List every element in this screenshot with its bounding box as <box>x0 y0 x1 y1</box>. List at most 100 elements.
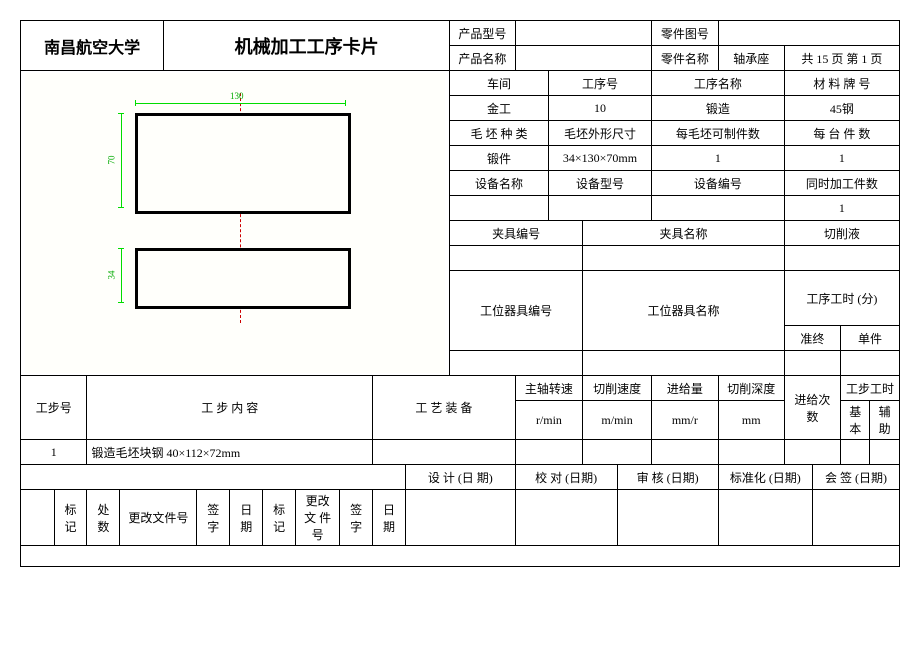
parts-per-unit: 1 <box>784 146 899 171</box>
dim-top-text: 130 <box>230 91 244 101</box>
parts-per-blank-label: 每毛坯可制件数 <box>651 121 784 146</box>
dim-left2-line <box>121 248 122 303</box>
unit-label: 单件 <box>841 326 900 351</box>
cut-speed-unit: m/min <box>583 401 652 440</box>
sign3-label: 签字 <box>340 490 373 546</box>
mark2-label: 标记 <box>263 490 296 546</box>
blank-dim-label: 毛坯外形尺寸 <box>549 121 652 146</box>
part-name: 轴承座 <box>718 46 784 71</box>
station-tool-name <box>583 351 785 376</box>
part-drawing <box>718 21 899 46</box>
depth-unit: mm <box>718 401 784 440</box>
part-name-label: 零件名称 <box>651 46 718 71</box>
sign-val <box>812 490 899 546</box>
depth-label: 切削深度 <box>718 376 784 401</box>
step-no-label: 工步号 <box>21 376 87 440</box>
dim-top-line <box>135 103 345 104</box>
step-row-basic <box>841 440 870 465</box>
std-val <box>718 490 812 546</box>
prep-label: 准终 <box>784 326 840 351</box>
unit-time <box>841 351 900 376</box>
tooling-label: 工 艺 装 备 <box>373 376 516 440</box>
spindle-label: 主轴转速 <box>515 376 583 401</box>
feed-label: 进给量 <box>651 376 718 401</box>
dim-left1-line <box>121 113 122 208</box>
dim-left1-text: 70 <box>107 156 117 165</box>
change-doc2-label: 更改文 件号 <box>296 490 340 546</box>
process-no: 10 <box>549 96 652 121</box>
date2-label: 日期 <box>373 490 406 546</box>
technical-drawing: 130 70 34 <box>25 73 445 373</box>
design-label: 设 计 (日 期) <box>406 465 516 490</box>
university: 南昌航空大学 <box>21 21 164 71</box>
product-model-label: 产品型号 <box>450 21 516 46</box>
rect-bottom <box>135 248 351 309</box>
process-no-label: 工序号 <box>549 71 652 96</box>
change-doc-label: 更改文件号 <box>120 490 197 546</box>
footer-blank <box>21 465 406 490</box>
step-time-label: 工步工时 <box>841 376 900 401</box>
step-row-content: 锻造毛坯块钢 40×112×72mm <box>87 440 373 465</box>
step-row-tooling <box>373 440 516 465</box>
step-row-cutspeed <box>583 440 652 465</box>
station-tool-name-label: 工位器具名称 <box>583 271 785 351</box>
equip-name <box>450 196 549 221</box>
date-label: 日期 <box>230 490 263 546</box>
step-row-feedcount <box>784 440 840 465</box>
part-drawing-label: 零件图号 <box>651 21 718 46</box>
material-label: 材 料 牌 号 <box>784 71 899 96</box>
blank-cell <box>21 490 55 546</box>
fixture-no-label: 夹具编号 <box>450 221 583 246</box>
step-row-spindle <box>515 440 583 465</box>
equip-no <box>651 196 784 221</box>
equip-no-label: 设备编号 <box>651 171 784 196</box>
sign-label: 会 签 (日期) <box>812 465 899 490</box>
review-label: 审 核 (日期) <box>617 465 718 490</box>
blank-dim: 34×130×70mm <box>549 146 652 171</box>
parts-per-unit-label: 每 台 件 数 <box>784 121 899 146</box>
material: 45钢 <box>784 96 899 121</box>
basic-label: 基本 <box>841 401 870 440</box>
rect-top <box>135 113 351 214</box>
dim-left2-text: 34 <box>107 271 117 280</box>
process-card-sheet: 南昌航空大学 机械加工工序卡片 产品型号 零件图号 产品名称 零件名称 轴承座 … <box>20 20 900 567</box>
step-row-depth <box>718 440 784 465</box>
workshop: 金工 <box>450 96 549 121</box>
process-time-label: 工序工时 (分) <box>784 271 899 326</box>
fixture-name <box>583 246 785 271</box>
sign2-label: 签字 <box>197 490 230 546</box>
blank-type-label: 毛 坯 种 类 <box>450 121 549 146</box>
feed-unit: mm/r <box>651 401 718 440</box>
mark-label: 标记 <box>54 490 87 546</box>
std-label: 标准化 (日期) <box>718 465 812 490</box>
coolant-label: 切削液 <box>784 221 899 246</box>
fixture-name-label: 夹具名称 <box>583 221 785 246</box>
cut-speed-label: 切削速度 <box>583 376 652 401</box>
check-label: 校 对 (日期) <box>515 465 617 490</box>
check-val <box>515 490 617 546</box>
product-name <box>515 46 651 71</box>
review-val <box>617 490 718 546</box>
process-name: 锻造 <box>651 96 784 121</box>
process-name-label: 工序名称 <box>651 71 784 96</box>
simul: 1 <box>784 196 899 221</box>
simul-label: 同时加工件数 <box>784 171 899 196</box>
drawing-area: 130 70 34 <box>21 71 450 376</box>
station-tool-no-label: 工位器具编号 <box>450 271 583 351</box>
feed-count-label: 进给次数 <box>784 376 840 440</box>
station-tool-no <box>450 351 583 376</box>
card-title: 机械加工工序卡片 <box>164 21 450 71</box>
count-label: 处数 <box>87 490 120 546</box>
product-name-label: 产品名称 <box>450 46 516 71</box>
coolant <box>784 246 899 271</box>
workshop-label: 车间 <box>450 71 549 96</box>
spindle-unit: r/min <box>515 401 583 440</box>
equip-model-label: 设备型号 <box>549 171 652 196</box>
step-row-feed <box>651 440 718 465</box>
page-info: 共 15 页 第 1 页 <box>784 46 899 71</box>
equip-model <box>549 196 652 221</box>
product-model <box>515 21 651 46</box>
parts-per-blank: 1 <box>651 146 784 171</box>
fixture-no <box>450 246 583 271</box>
content-label: 工 步 内 容 <box>87 376 373 440</box>
